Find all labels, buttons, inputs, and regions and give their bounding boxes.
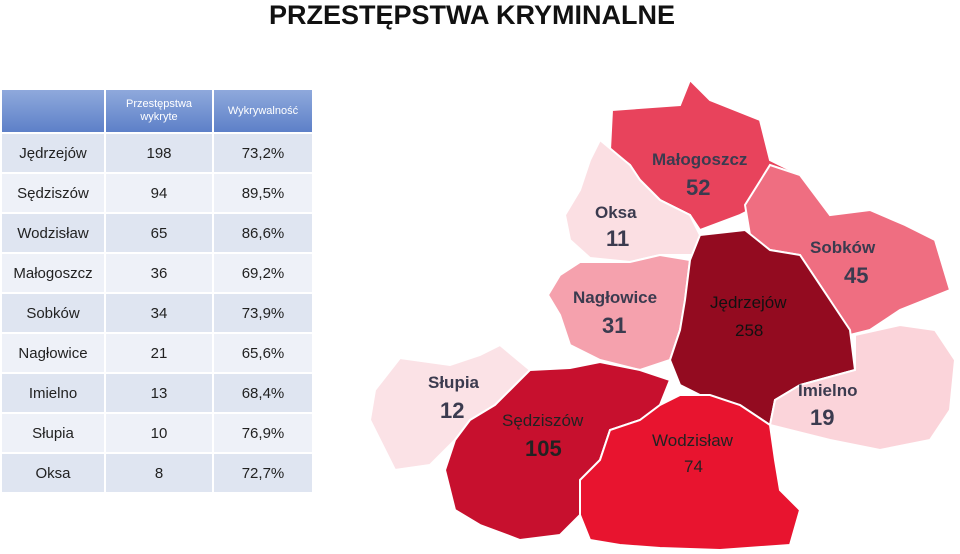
region-name: Nagłowice [573, 288, 657, 307]
table-row: Sędziszów 94 89,5% [2, 172, 314, 213]
row-label: Nagłowice [2, 332, 106, 373]
region-name: Jędrzejów [710, 293, 787, 312]
cell: 65,6% [213, 332, 314, 373]
cell: 36 [105, 252, 214, 293]
region [579, 394, 802, 552]
region-value: 52 [686, 175, 710, 200]
table-row: Imielno 13 68,4% [2, 372, 314, 413]
region-name: Sędziszów [502, 411, 584, 430]
data-table: Przestępstwa wykryte Wykrywalność Jędrze… [2, 90, 314, 492]
region-value: 19 [810, 405, 834, 430]
row-label: Oksa [2, 452, 106, 492]
table-row: Oksa 8 72,7% [2, 452, 314, 492]
cell: 86,6% [213, 212, 314, 253]
cell: 65 [105, 212, 214, 253]
row-label: Małogoszcz [2, 252, 106, 293]
cell: 68,4% [213, 372, 314, 413]
cell: 8 [105, 452, 214, 492]
cell: 34 [105, 292, 214, 333]
cell: 73,2% [213, 132, 314, 173]
region-value: 258 [735, 321, 763, 340]
region-value: 74 [684, 457, 703, 476]
header-cell: Przestępstwa wykryte [105, 90, 214, 133]
region-value: 11 [606, 226, 629, 251]
region-value: 45 [844, 263, 868, 288]
table-row: Małogoszcz 36 69,2% [2, 252, 314, 293]
cell: 72,7% [213, 452, 314, 492]
header-cell [2, 90, 106, 133]
region-name: Oksa [595, 203, 637, 222]
cell: 94 [105, 172, 214, 213]
cell: 76,9% [213, 412, 314, 453]
region-name: Małogoszcz [652, 150, 747, 169]
region-value: 105 [525, 436, 562, 461]
cell: 198 [105, 132, 214, 173]
cell: 21 [105, 332, 214, 373]
cell: 89,5% [213, 172, 314, 213]
region [546, 253, 692, 372]
header-row: Przestępstwa wykryte Wykrywalność [2, 90, 314, 133]
row-label: Słupia [2, 412, 106, 453]
cell: 10 [105, 412, 214, 453]
header-cell: Wykrywalność [213, 90, 314, 133]
row-label: Wodzisław [2, 212, 106, 253]
title: PRZESTĘPSTWA KRYMINALNE [268, 0, 675, 30]
region-value: 31 [602, 313, 626, 338]
table-row: Słupia 10 76,9% [2, 412, 314, 453]
cell: 13 [105, 372, 214, 413]
region-name: Wodzisław [652, 431, 734, 450]
table-row: Wodzisław 65 86,6% [2, 212, 314, 253]
row-label: Sobków [2, 292, 106, 333]
cell: 73,9% [213, 292, 314, 333]
cell: 69,2% [213, 252, 314, 293]
table-row: Jędrzejów 198 73,2% [2, 132, 314, 173]
row-label: Imielno [2, 372, 106, 413]
region-name: Słupia [428, 373, 480, 392]
table-body: Jędrzejów 198 73,2% Sędziszów 94 89,5% Wodzisł… [2, 132, 314, 492]
region [768, 323, 957, 452]
row-label: Jędrzejów [2, 132, 106, 173]
region-name: Sobków [810, 238, 876, 257]
table-row: Sobków 34 73,9% [2, 292, 314, 333]
row-label: Sędziszów [2, 172, 106, 213]
region-value: 12 [440, 398, 464, 423]
table-row: Nagłowice 21 65,6% [2, 332, 314, 373]
region-name: Imielno [798, 381, 858, 400]
